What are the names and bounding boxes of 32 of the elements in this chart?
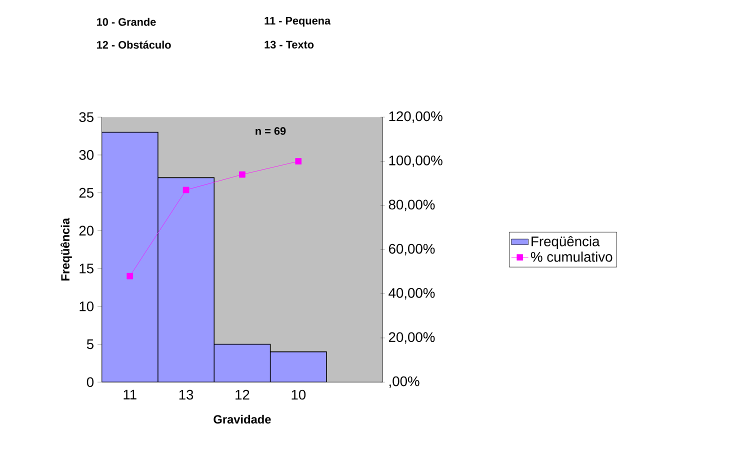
y-tick-label: 25 [79, 188, 94, 198]
y2-tick-label: 80,00% [388, 200, 435, 212]
y-axis-title: Freqüência [60, 218, 72, 281]
y-tick-label: 35 [79, 112, 94, 122]
point [126, 273, 134, 280]
y2-tick-label: 120,00% [389, 112, 442, 124]
text: 10 - Grande [97, 18, 156, 26]
x-axis-title: Gravidade [214, 415, 271, 424]
legend-label: % cumulativo [530, 252, 612, 262]
x-tick-label: 12 [236, 390, 250, 400]
x-tick-label: 11 [124, 390, 136, 400]
y2-tick-label: 100,00% [389, 156, 442, 168]
legend-label: Freqüência [532, 236, 600, 250]
text: 13 - Texto [264, 41, 314, 49]
y2-tick-label: 20,00% [388, 332, 435, 344]
text: 11 - Pequena [264, 17, 331, 27]
y2-tick-label: 60,00% [388, 244, 435, 256]
point [239, 172, 246, 178]
x-tick-label: 13 [179, 390, 194, 400]
y-tick-label: 15 [80, 264, 94, 274]
x-tick-label: 10 [292, 390, 306, 400]
y-tick-label: 0 [86, 377, 94, 388]
y-tick-label: 10 [80, 302, 94, 312]
y2-tick-label: 40,00% [388, 288, 435, 300]
text: 12 - Obstáculo [97, 40, 171, 49]
y-tick-label: 5 [86, 340, 94, 350]
y-tick-label: 20 [79, 226, 94, 236]
y-tick-label: 30 [79, 150, 94, 160]
y2-tick-label: ,00% [390, 376, 420, 388]
point [295, 158, 302, 165]
annotation: n = 69 [256, 127, 286, 136]
point [182, 187, 190, 194]
